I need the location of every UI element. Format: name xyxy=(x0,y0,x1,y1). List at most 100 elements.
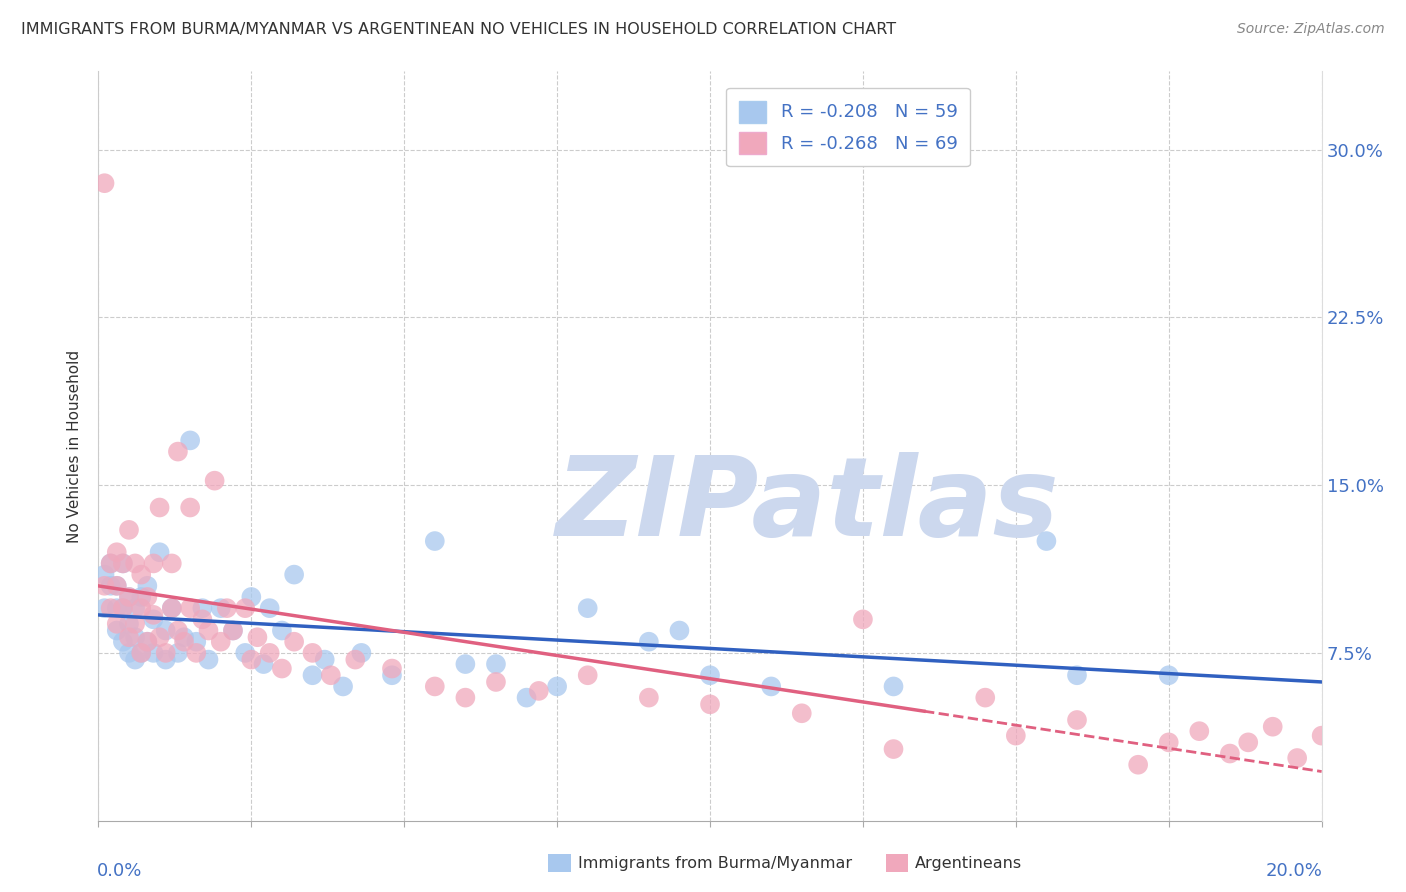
Point xyxy=(191,612,214,626)
Point xyxy=(160,601,183,615)
Point xyxy=(332,680,354,694)
Point xyxy=(100,557,122,571)
Point xyxy=(883,680,905,694)
Point xyxy=(454,657,477,671)
Point xyxy=(160,557,183,571)
Point xyxy=(209,601,232,615)
Point xyxy=(252,657,274,671)
Point xyxy=(1188,724,1211,739)
Point xyxy=(1286,751,1309,765)
Point xyxy=(100,601,122,615)
Text: IMMIGRANTS FROM BURMA/MYANMAR VS ARGENTINEAN NO VEHICLES IN HOUSEHOLD CORRELATIO: IMMIGRANTS FROM BURMA/MYANMAR VS ARGENTI… xyxy=(21,22,896,37)
Point xyxy=(233,646,256,660)
Point xyxy=(111,634,134,648)
Point xyxy=(111,557,134,571)
Point xyxy=(197,624,219,638)
Point xyxy=(142,612,165,626)
Point xyxy=(319,668,342,682)
Point xyxy=(179,434,201,448)
Point xyxy=(546,680,568,694)
Point xyxy=(222,624,245,638)
Point xyxy=(1237,735,1260,749)
Point xyxy=(118,590,141,604)
Point xyxy=(129,601,152,615)
Point xyxy=(173,634,195,648)
Point xyxy=(129,646,152,660)
Point xyxy=(111,601,134,615)
Point xyxy=(576,668,599,682)
Text: Immigrants from Burma/Myanmar: Immigrants from Burma/Myanmar xyxy=(578,855,852,871)
Point xyxy=(197,652,219,666)
Point xyxy=(124,630,146,644)
Point xyxy=(111,601,134,615)
Point xyxy=(233,601,256,615)
Point xyxy=(381,661,404,675)
Point xyxy=(1066,668,1088,682)
Point xyxy=(301,646,323,660)
Point xyxy=(381,668,404,682)
Point xyxy=(1066,713,1088,727)
Point xyxy=(149,545,172,559)
Point xyxy=(142,607,165,622)
Point xyxy=(149,500,172,515)
Point xyxy=(485,675,508,690)
Point xyxy=(790,706,813,721)
Point xyxy=(1310,729,1333,743)
Point xyxy=(240,652,263,666)
Point xyxy=(136,634,159,648)
Point xyxy=(105,579,128,593)
Point xyxy=(1261,720,1284,734)
Point xyxy=(215,601,238,615)
Point xyxy=(167,646,190,660)
Point xyxy=(100,557,122,571)
Y-axis label: No Vehicles in Household: No Vehicles in Household xyxy=(67,350,83,542)
Point xyxy=(129,646,152,660)
Point xyxy=(699,668,721,682)
Point xyxy=(93,567,115,582)
Point xyxy=(186,634,208,648)
Point xyxy=(118,590,141,604)
Point xyxy=(155,646,177,660)
Point xyxy=(149,630,172,644)
Point xyxy=(129,590,152,604)
Point xyxy=(283,567,305,582)
Point xyxy=(186,646,208,660)
Point xyxy=(454,690,477,705)
Point xyxy=(118,646,141,660)
Point xyxy=(191,601,214,615)
Point xyxy=(155,652,177,666)
Point xyxy=(527,684,550,698)
Point xyxy=(576,601,599,615)
Point xyxy=(118,523,141,537)
Point xyxy=(759,680,782,694)
Point xyxy=(668,624,690,638)
Point xyxy=(204,474,226,488)
Point xyxy=(259,646,281,660)
Point xyxy=(111,557,134,571)
Point xyxy=(136,590,159,604)
Point xyxy=(179,601,201,615)
Point xyxy=(105,545,128,559)
Point xyxy=(209,634,232,648)
Legend: R = -0.208   N = 59, R = -0.268   N = 69: R = -0.208 N = 59, R = -0.268 N = 69 xyxy=(727,88,970,166)
Point xyxy=(423,534,446,549)
Point xyxy=(118,616,141,631)
Point xyxy=(974,690,997,705)
Point xyxy=(136,634,159,648)
Point xyxy=(1128,757,1150,772)
Point xyxy=(423,680,446,694)
Point xyxy=(350,646,373,660)
Point xyxy=(124,616,146,631)
Point xyxy=(160,601,183,615)
Point xyxy=(118,630,141,644)
Point xyxy=(301,668,323,682)
Text: Source: ZipAtlas.com: Source: ZipAtlas.com xyxy=(1237,22,1385,37)
Text: Argentineans: Argentineans xyxy=(915,855,1022,871)
Point xyxy=(155,624,177,638)
Point xyxy=(167,624,190,638)
Point xyxy=(1004,729,1026,743)
Point xyxy=(93,601,115,615)
Point xyxy=(100,579,122,593)
Point xyxy=(222,624,245,638)
Point xyxy=(259,601,281,615)
